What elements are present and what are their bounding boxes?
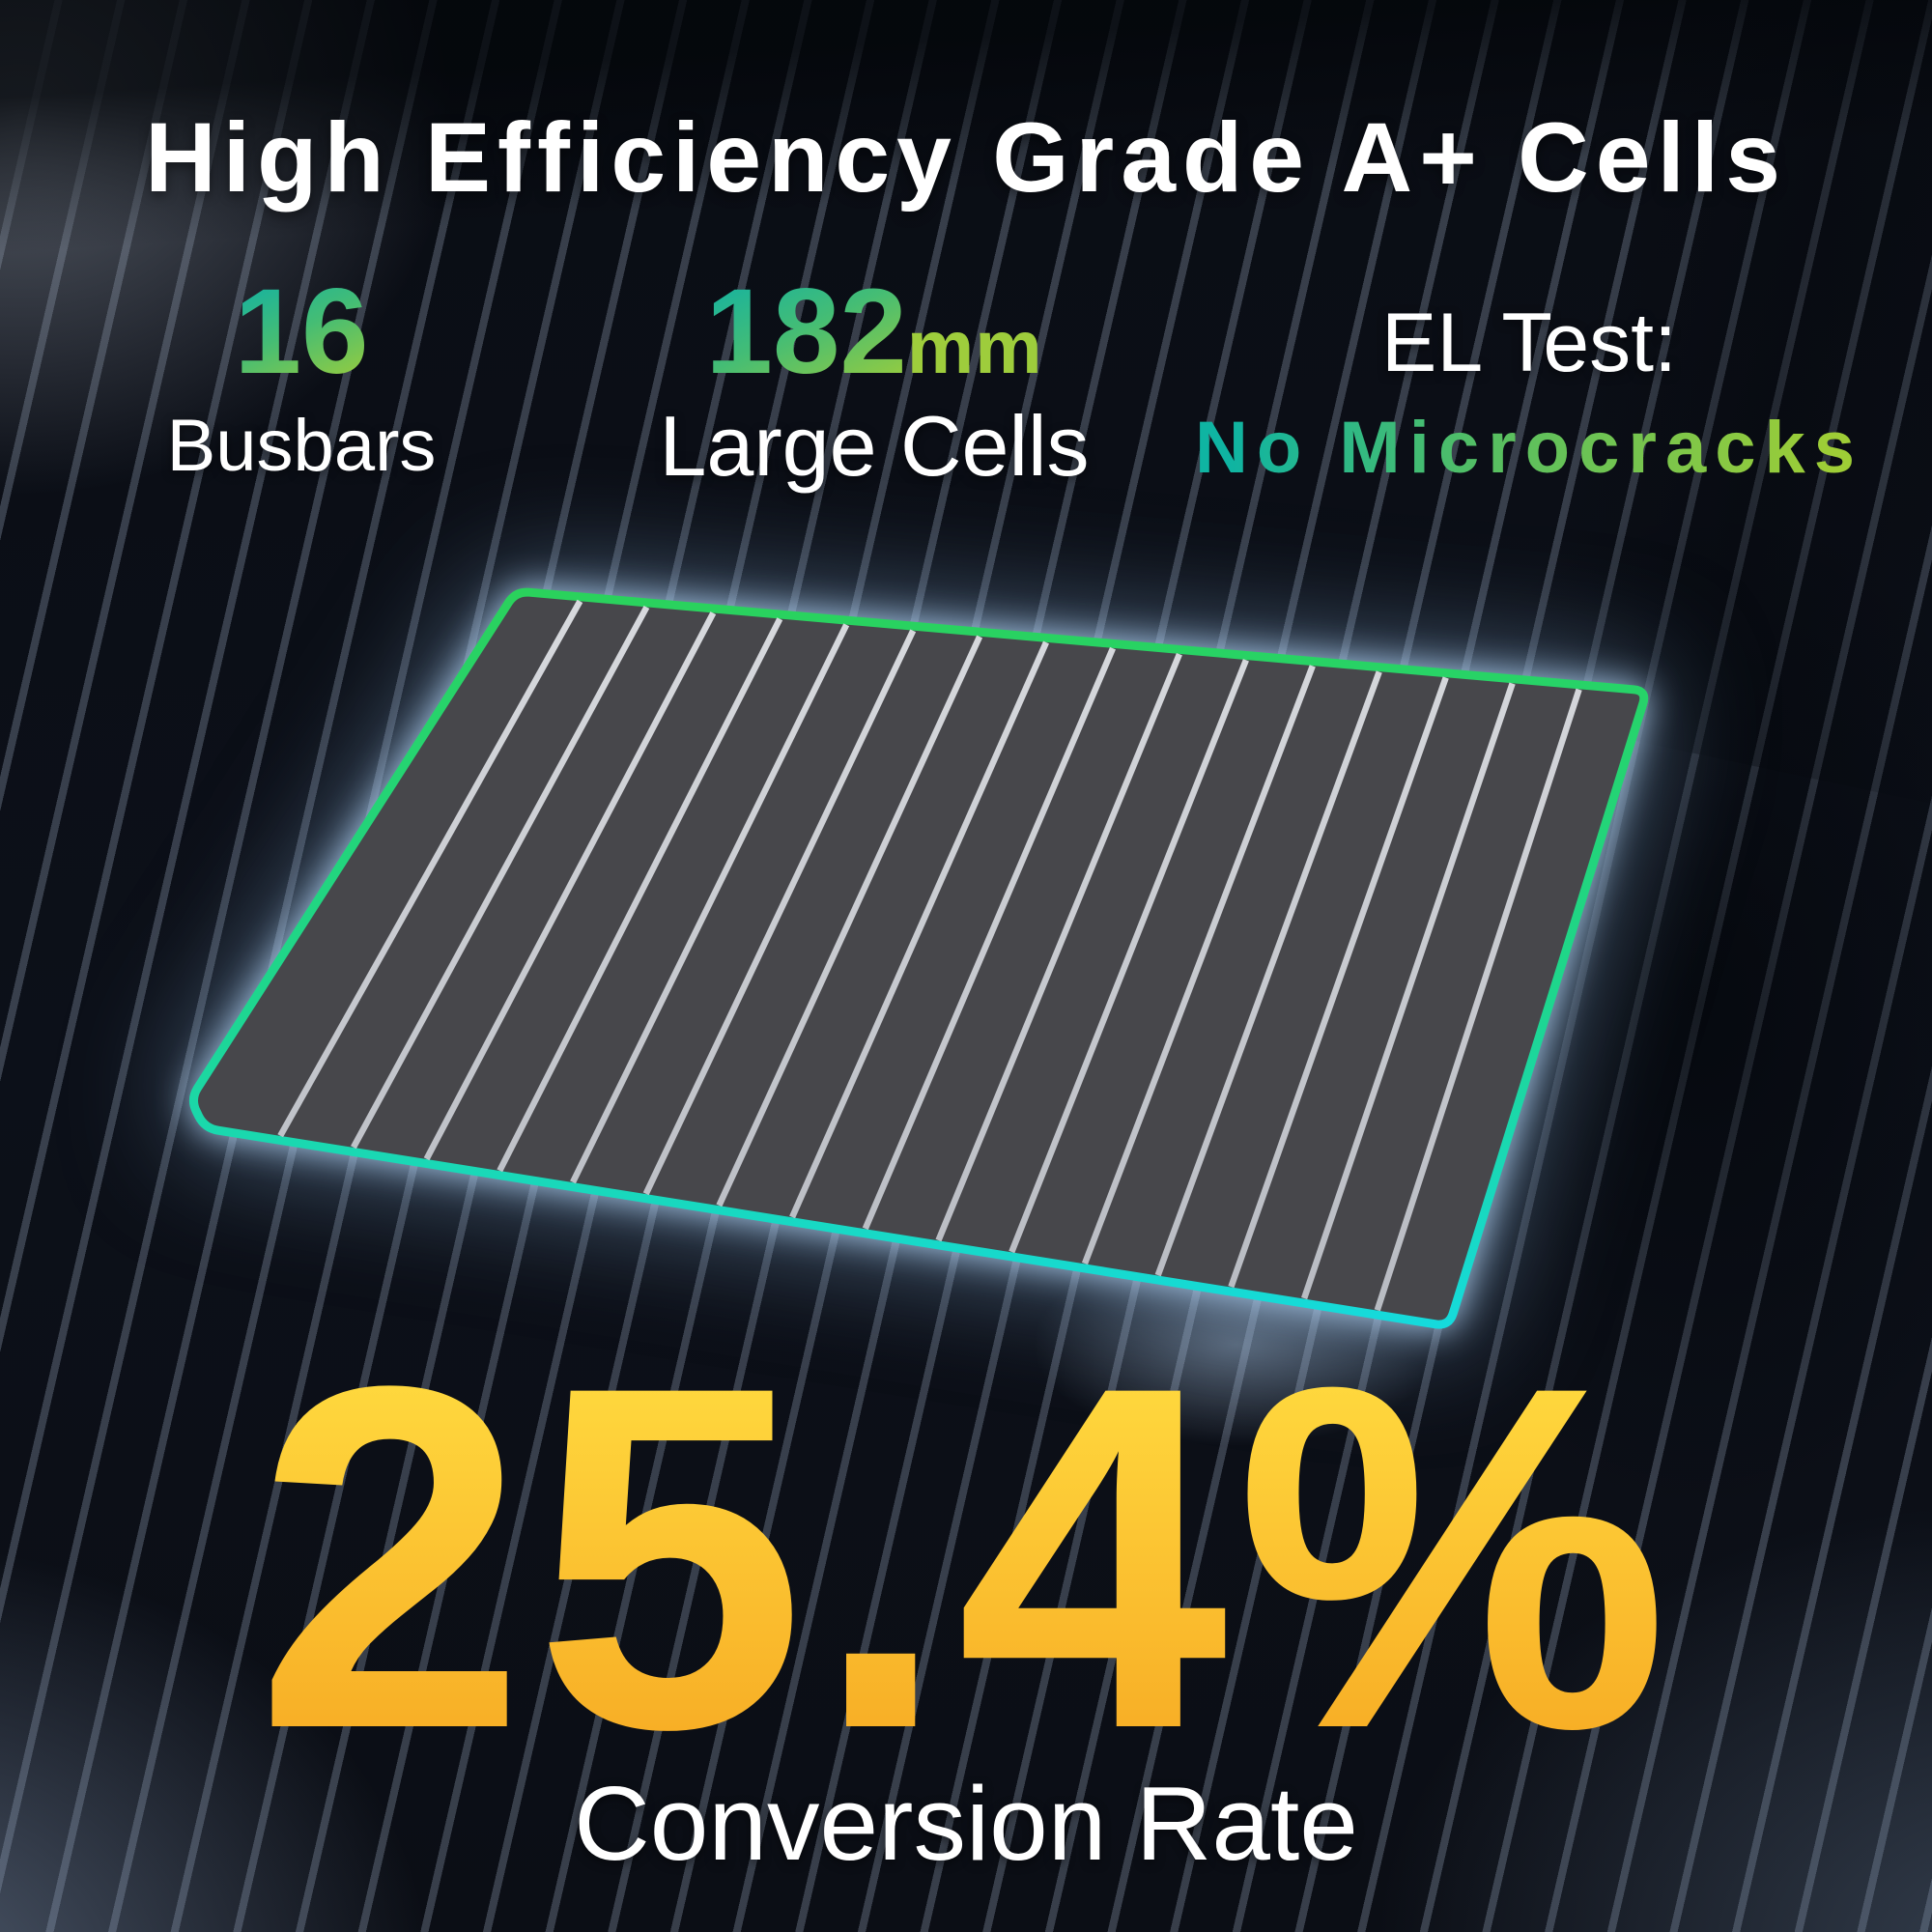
cell-busbar-line — [642, 629, 917, 1196]
cell-size-label: Large Cells — [659, 398, 1090, 494]
busbars-count: 16 — [234, 265, 369, 399]
cell-busbar-line — [716, 635, 983, 1208]
cell-outline — [188, 587, 1649, 1329]
conversion-rate-label: Conversion Rate — [574, 1765, 1358, 1883]
cell-busbar-line — [1374, 688, 1582, 1312]
cell-busbar-line — [862, 646, 1116, 1231]
el-test-result: No Microcracks — [1194, 407, 1864, 489]
cell-busbar-line — [1154, 670, 1382, 1277]
cell-size-unit: mm — [906, 304, 1043, 389]
cell-busbar-line — [1301, 682, 1516, 1300]
cell-busbar-lines — [277, 599, 1582, 1312]
cell-size-value: 182 — [705, 265, 907, 399]
cell-busbar-line — [935, 652, 1182, 1242]
cell-busbar-line — [423, 611, 717, 1161]
cell-busbar-line — [570, 623, 850, 1184]
cell-busbar-line — [1228, 676, 1449, 1289]
cell-busbar-line — [497, 617, 783, 1173]
cell-busbar-line — [351, 605, 650, 1150]
cell-busbar-line — [1081, 665, 1316, 1265]
cell-size: 182mm — [705, 271, 1042, 392]
cell-busbar-line — [789, 640, 1049, 1219]
page-title: High Efficiency Grade A+ Cells — [145, 102, 1787, 213]
cell-busbar-line — [1009, 659, 1249, 1254]
cell-busbar-line — [277, 599, 583, 1138]
el-test-label: EL Test: — [1381, 297, 1677, 389]
busbars-label: Busbars — [166, 405, 437, 487]
conversion-rate-value: 25.4% — [0, 1315, 1932, 1803]
